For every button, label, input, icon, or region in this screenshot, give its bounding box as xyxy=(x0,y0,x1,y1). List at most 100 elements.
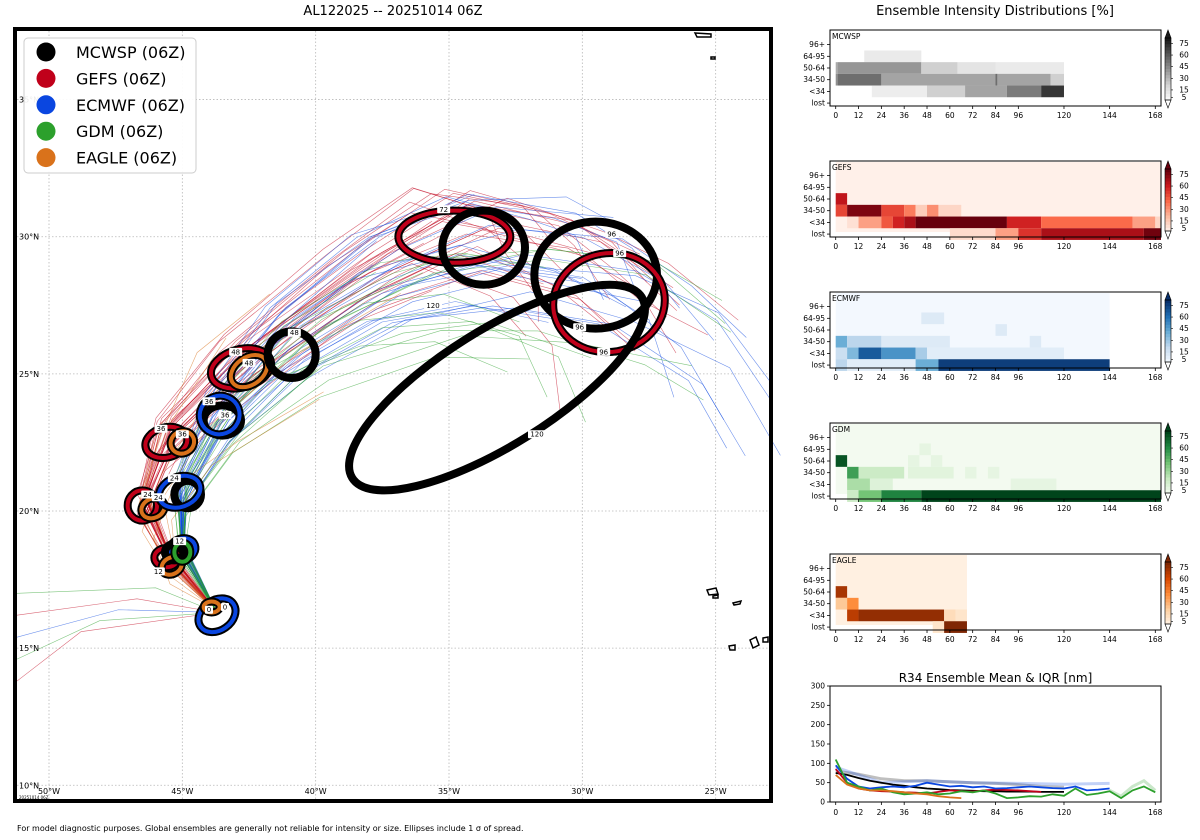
hour-tick-label: 60 xyxy=(945,504,955,513)
heatmap-cell xyxy=(892,216,905,229)
heatmap-cell xyxy=(955,609,967,622)
colorbar-tick-label: 75 xyxy=(1179,39,1189,48)
hour-tick-label: 72 xyxy=(968,504,978,513)
heatmap-cell xyxy=(835,204,848,217)
heatmap-cell xyxy=(1006,85,1042,98)
colorbar-tick-label: 15 xyxy=(1179,85,1189,94)
heatmap-cell xyxy=(858,216,882,229)
island-outline xyxy=(762,636,769,643)
hour-tick-label: 12 xyxy=(854,635,864,644)
colorbar-segment xyxy=(1165,184,1171,189)
row-label: 64-95 xyxy=(803,314,825,323)
island-outline xyxy=(705,587,720,596)
colorbar-tick-label: 60 xyxy=(1179,575,1189,584)
colorbar-segment xyxy=(1165,580,1171,585)
hour-tick-label: 96 xyxy=(1014,373,1024,382)
heatmap-cell xyxy=(904,204,916,217)
heatmap-cell xyxy=(881,335,950,348)
colorbar-segment xyxy=(1165,446,1171,451)
colorbar-frame xyxy=(1164,299,1172,363)
hour-tick-label: 24 xyxy=(877,242,887,251)
ellipse-ecmwf-36 xyxy=(197,393,242,437)
heatmap-cell xyxy=(907,455,920,467)
colorbar-segment xyxy=(1165,596,1171,600)
hour-label: 120 xyxy=(530,431,543,439)
hour-label-bg xyxy=(218,411,232,419)
ellipse-gefs-72 xyxy=(396,208,513,265)
colorbar-segment xyxy=(1165,324,1171,329)
hour-tick-label: 60 xyxy=(945,111,955,120)
colorbar-segment xyxy=(1165,489,1171,494)
colorbar-segment xyxy=(1165,178,1171,182)
colorbar-segment xyxy=(1165,586,1171,591)
colorbar-segment xyxy=(1165,306,1171,310)
hour-label-bg xyxy=(597,347,611,356)
heatmap-cell xyxy=(1132,216,1156,229)
heatmap-cell xyxy=(835,335,848,348)
r34-x-tick-label: 12 xyxy=(854,808,864,817)
heatmap-cell xyxy=(919,443,931,456)
colorbar-tick-label: 45 xyxy=(1179,324,1189,333)
row-label: lost xyxy=(811,230,825,239)
heatmap-cell xyxy=(949,228,996,240)
legend-marker-gdm xyxy=(36,121,56,141)
row-label: <34 xyxy=(809,87,825,96)
heatmap-model-label: EAGLE xyxy=(832,556,857,565)
colorbar-segment xyxy=(1165,455,1171,460)
heatmap-cell xyxy=(847,347,859,360)
colorbar-segment xyxy=(1165,358,1171,363)
hour-tick-label: 120 xyxy=(1057,504,1072,513)
colorbar-segment xyxy=(1165,431,1171,435)
hour-label: 12 xyxy=(154,568,163,576)
colorbar-segment xyxy=(1165,349,1171,354)
colorbar-segment xyxy=(1165,181,1171,185)
colorbar-tick-label: 75 xyxy=(1179,432,1189,441)
row-label: 34-50 xyxy=(803,75,825,84)
row-label: 96+ xyxy=(809,564,825,573)
heatmap-cell xyxy=(1155,216,1161,229)
colorbar-segment xyxy=(1165,218,1171,223)
hour-tick-label: 12 xyxy=(854,111,864,120)
island-outline xyxy=(712,594,719,599)
row-label: lost xyxy=(811,492,825,501)
heatmap-cell xyxy=(927,85,966,98)
row-label: lost xyxy=(811,623,825,632)
colorbar-segment xyxy=(1165,434,1171,438)
hour-label-bg xyxy=(229,347,243,356)
r34-y-tick-label: 200 xyxy=(811,720,826,729)
heatmap-cell xyxy=(915,204,928,217)
row-label: 50-64 xyxy=(803,64,825,73)
legend-marker-ecmwf xyxy=(36,95,56,115)
legend-label-gdm: GDM (06Z) xyxy=(76,122,163,141)
hour-label-bg xyxy=(437,205,451,214)
hour-tick-label: 36 xyxy=(899,373,909,382)
colorbar-segment xyxy=(1165,169,1171,173)
hour-label: 24 xyxy=(154,494,163,502)
hour-tick-label: 120 xyxy=(1057,635,1072,644)
colorbar-tick-label: 15 xyxy=(1179,609,1189,618)
lon-tick-label: 45°W xyxy=(171,787,193,796)
colorbar-extend-bottom xyxy=(1164,361,1172,371)
colorbar-segment xyxy=(1165,90,1171,95)
r34-y-tick-label: 150 xyxy=(811,740,826,749)
colorbar-frame xyxy=(1164,37,1172,101)
hour-label-bg xyxy=(287,328,301,337)
lat-tick-label: 30°N xyxy=(19,233,39,242)
heatmap-cell xyxy=(847,466,859,479)
main-title: AL122025 -- 20251014 06Z xyxy=(303,4,483,19)
heatmap-cell xyxy=(965,466,977,479)
hour-tick-label: 168 xyxy=(1148,373,1163,382)
colorbar-extend-bottom xyxy=(1164,623,1172,633)
colorbar-segment xyxy=(1165,471,1171,475)
heatmap-cell xyxy=(938,359,1110,371)
hour-tick-label: 48 xyxy=(922,635,932,644)
hour-tick-label: 120 xyxy=(1057,111,1072,120)
colorbar-segment xyxy=(1165,583,1171,588)
colorbar-segment xyxy=(1165,200,1171,204)
colorbar-segment xyxy=(1165,172,1171,176)
colorbar-segment xyxy=(1165,309,1171,313)
hour-tick-label: 48 xyxy=(922,373,932,382)
heatmap-cell xyxy=(921,490,1161,502)
map-frame xyxy=(13,27,773,803)
row-label: 50-64 xyxy=(803,326,825,335)
